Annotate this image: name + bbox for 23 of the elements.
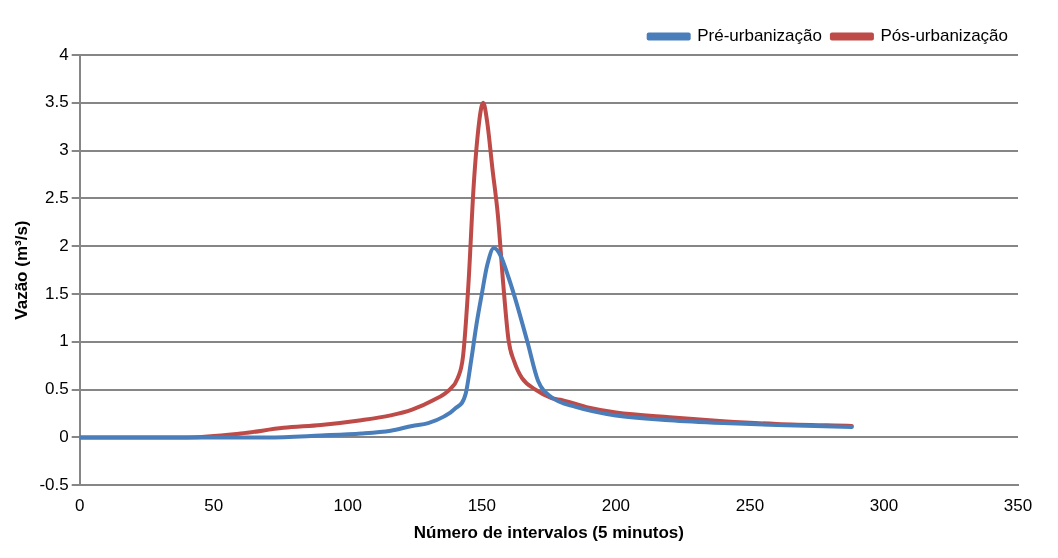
y-tick-label: 1.5 — [45, 283, 69, 303]
x-tick-label: 250 — [735, 496, 765, 516]
y-tick-label: 2 — [59, 235, 69, 255]
x-axis-title: Número de intervalos (5 minutos) — [413, 523, 684, 543]
y-tick-label: 3.5 — [45, 92, 69, 112]
legend-label: Pré-urbanização — [697, 26, 822, 46]
y-tick-label: 2.5 — [45, 188, 69, 208]
line-series — [79, 246, 854, 440]
x-tick-label: 100 — [333, 496, 362, 516]
y-tick-label: 0.5 — [45, 379, 69, 399]
x-tick-label: 200 — [601, 496, 631, 516]
y-tick-label: -0.5 — [39, 474, 69, 494]
legend-label: Pós-urbanização — [880, 26, 1008, 46]
y-tick-label: 3 — [59, 140, 69, 160]
y-tick-label: 4 — [59, 44, 69, 64]
x-tick-label: 300 — [869, 496, 899, 516]
x-tick-label: 150 — [467, 496, 497, 516]
y-tick-label: 0 — [59, 427, 69, 447]
x-tick-label: 50 — [204, 496, 224, 516]
x-tick-label: 0 — [74, 496, 85, 516]
y-tick-label: 1 — [59, 331, 69, 351]
y-axis-title: Vazão (m³/s) — [11, 220, 31, 320]
x-tick-label: 350 — [1003, 496, 1033, 516]
